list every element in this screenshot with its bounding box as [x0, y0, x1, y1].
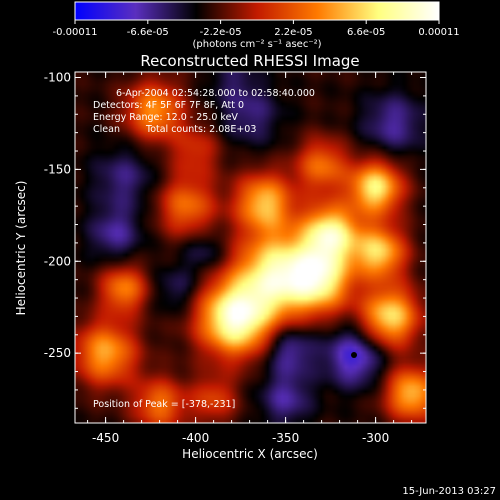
peak-marker: [351, 352, 357, 359]
annotation-algorithm: Clean: [93, 124, 120, 135]
colorbar: [74, 1, 440, 21]
plot-frame: [74, 71, 427, 424]
y-tick-label: -250: [44, 346, 71, 360]
chart-title: Reconstructed RHESSI Image: [140, 52, 359, 70]
x-tick-label: -350: [272, 431, 299, 445]
x-axis-label: Heliocentric X (arcsec): [182, 447, 318, 461]
colorbar-tick-label: -6.6e-05: [127, 27, 169, 38]
y-tick-label: -200: [44, 254, 71, 268]
annotation-peak-position: Position of Peak = [-378,-231]: [93, 399, 235, 410]
footer-date: 15-Jun-2013 03:27: [402, 486, 496, 497]
colorbar-tick-label: 2.2e-05: [274, 27, 312, 38]
x-tick-label: -450: [92, 431, 119, 445]
x-tick-label: -300: [362, 431, 389, 445]
y-tick-label: -100: [44, 71, 71, 85]
y-tick-label: -150: [44, 162, 71, 176]
colorbar-unit-label: (photons cm⁻² s⁻¹ asec⁻²): [192, 39, 321, 50]
annotation-time-range: 6-Apr-2004 02:54:28.000 to 02:58:40.000: [116, 88, 315, 99]
annotation-total-counts: Total counts: 2.08E+03: [145, 124, 256, 135]
annotation-energy-range: Energy Range: 12.0 - 25.0 keV: [93, 112, 238, 123]
colorbar-tick-label: -2.2e-05: [200, 27, 242, 38]
colorbar-tick-label: -0.00011: [53, 27, 98, 38]
annotation-detectors: Detectors: 4F 5F 6F 7F 8F, Att 0: [93, 100, 244, 111]
colorbar-tick-label: 0.00011: [418, 27, 459, 38]
annotations: 6-Apr-2004 02:54:28.000 to 02:58:40.000 …: [93, 88, 315, 410]
y-axis-label: Heliocentric Y (arcsec): [14, 181, 28, 316]
heatmap-image: [75, 72, 426, 423]
x-tick-label: -400: [182, 431, 209, 445]
colorbar-ticks: -0.00011 -6.6e-05 -2.2e-05 2.2e-05 6.6e-05 0.…: [53, 20, 460, 38]
colorbar-tick-label: 6.6e-05: [347, 27, 385, 38]
y-axis: -100 -150 -200 -250: [44, 71, 426, 409]
x-axis: -450 -400 -350 -300: [87, 72, 413, 445]
